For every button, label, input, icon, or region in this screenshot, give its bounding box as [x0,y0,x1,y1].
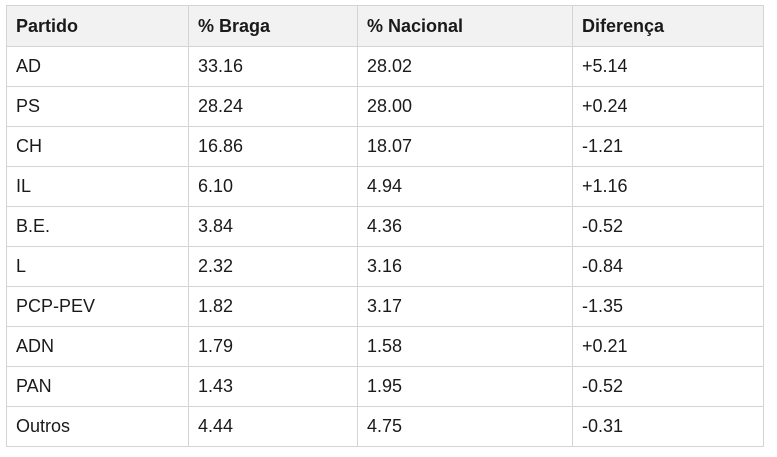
cell-diferenca: -0.31 [572,406,764,447]
cell-nacional: 4.75 [357,406,573,447]
cell-diferenca: +0.21 [572,326,764,367]
results-table-container: Partido % Braga % Nacional Diferença AD … [6,5,764,447]
table-header-row: Partido % Braga % Nacional Diferença [6,5,764,47]
table-row: Outros 4.44 4.75 -0.31 [6,406,764,447]
cell-braga: 28.24 [188,86,358,127]
cell-braga: 4.44 [188,406,358,447]
cell-diferenca: +5.14 [572,46,764,87]
cell-braga: 6.10 [188,166,358,207]
cell-diferenca: -0.84 [572,246,764,287]
cell-braga: 1.82 [188,286,358,327]
cell-diferenca: -1.35 [572,286,764,327]
cell-braga: 1.79 [188,326,358,367]
cell-partido: Outros [6,406,189,447]
cell-nacional: 28.00 [357,86,573,127]
cell-partido: IL [6,166,189,207]
header-nacional: % Nacional [357,5,573,47]
cell-nacional: 1.95 [357,366,573,407]
table-row: ADN 1.79 1.58 +0.21 [6,326,764,367]
table-row: PAN 1.43 1.95 -0.52 [6,366,764,407]
table-row: IL 6.10 4.94 +1.16 [6,166,764,207]
cell-braga: 3.84 [188,206,358,247]
cell-diferenca: +1.16 [572,166,764,207]
cell-partido: PS [6,86,189,127]
cell-diferenca: -0.52 [572,206,764,247]
cell-partido: PAN [6,366,189,407]
header-partido: Partido [6,5,189,47]
cell-nacional: 4.94 [357,166,573,207]
table-row: PS 28.24 28.00 +0.24 [6,86,764,127]
cell-partido: PCP-PEV [6,286,189,327]
table-row: AD 33.16 28.02 +5.14 [6,46,764,87]
cell-nacional: 3.17 [357,286,573,327]
table-row: L 2.32 3.16 -0.84 [6,246,764,287]
cell-nacional: 3.16 [357,246,573,287]
cell-partido: L [6,246,189,287]
table-row: PCP-PEV 1.82 3.17 -1.35 [6,286,764,327]
cell-partido: AD [6,46,189,87]
cell-braga: 1.43 [188,366,358,407]
cell-braga: 2.32 [188,246,358,287]
cell-nacional: 28.02 [357,46,573,87]
table-row: CH 16.86 18.07 -1.21 [6,126,764,167]
cell-braga: 33.16 [188,46,358,87]
table-row: B.E. 3.84 4.36 -0.52 [6,206,764,247]
cell-diferenca: -0.52 [572,366,764,407]
cell-partido: ADN [6,326,189,367]
cell-nacional: 1.58 [357,326,573,367]
results-table: Partido % Braga % Nacional Diferença AD … [6,5,764,447]
cell-diferenca: +0.24 [572,86,764,127]
cell-nacional: 18.07 [357,126,573,167]
cell-partido: B.E. [6,206,189,247]
header-diferenca: Diferença [572,5,764,47]
cell-braga: 16.86 [188,126,358,167]
header-braga: % Braga [188,5,358,47]
cell-diferenca: -1.21 [572,126,764,167]
cell-partido: CH [6,126,189,167]
cell-nacional: 4.36 [357,206,573,247]
